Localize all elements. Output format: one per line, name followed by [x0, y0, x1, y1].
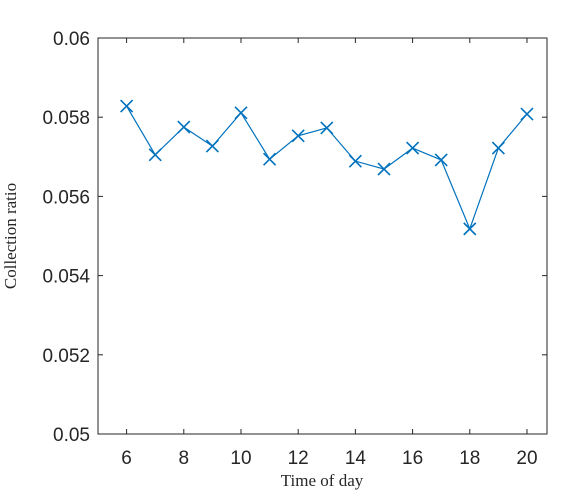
marker	[177, 120, 191, 134]
y-tick-label: 0.054	[42, 267, 90, 288]
marker	[377, 162, 391, 176]
x-axis-label: Time of day	[281, 471, 364, 490]
x-tick-label: 10	[230, 448, 251, 469]
y-axis-label: Collection ratio	[1, 183, 20, 289]
marker	[205, 139, 219, 153]
x-tick-label: 14	[345, 448, 367, 469]
x-tick-label: 12	[288, 448, 309, 469]
marker	[120, 99, 134, 113]
marker	[520, 107, 534, 121]
y-tick-label: 0.058	[42, 108, 90, 129]
marker	[263, 152, 277, 166]
x-tick-label: 20	[516, 448, 537, 469]
y-tick-label: 0.06	[53, 29, 90, 50]
x-tick-label: 6	[121, 448, 132, 469]
marker	[320, 121, 334, 135]
plot-area	[97, 37, 548, 435]
x-tick-label: 18	[459, 448, 480, 469]
marker	[291, 129, 305, 143]
x-tick-label: 16	[402, 448, 423, 469]
y-tick-label: 0.05	[53, 425, 90, 446]
marker	[463, 222, 477, 236]
marker	[434, 153, 448, 167]
x-tick-label: 8	[179, 448, 190, 469]
y-tick-label: 0.052	[42, 346, 90, 367]
marker	[406, 141, 420, 155]
marker	[491, 141, 505, 155]
marker	[148, 148, 162, 162]
marker	[234, 106, 248, 120]
y-tick-label: 0.056	[42, 187, 90, 208]
marker	[348, 154, 362, 168]
